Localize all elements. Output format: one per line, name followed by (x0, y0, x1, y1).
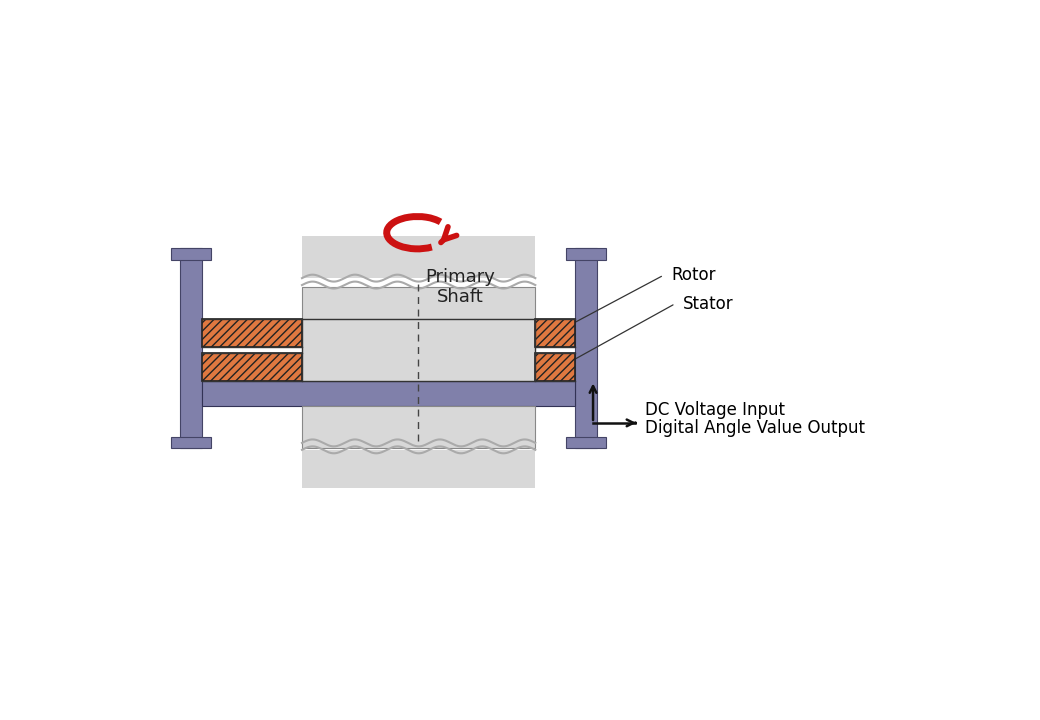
FancyBboxPatch shape (302, 319, 536, 381)
Text: Primary
Shaft: Primary Shaft (425, 268, 495, 307)
FancyBboxPatch shape (302, 450, 536, 488)
FancyBboxPatch shape (180, 248, 202, 449)
FancyBboxPatch shape (302, 287, 536, 319)
FancyBboxPatch shape (566, 437, 606, 449)
Text: DC Voltage Input: DC Voltage Input (645, 401, 784, 419)
FancyBboxPatch shape (202, 319, 302, 346)
Text: Stator: Stator (683, 294, 734, 312)
FancyBboxPatch shape (536, 319, 575, 346)
FancyBboxPatch shape (566, 248, 606, 260)
FancyBboxPatch shape (575, 248, 597, 449)
FancyBboxPatch shape (202, 353, 302, 381)
Text: Rotor: Rotor (672, 266, 717, 284)
Text: Digital Angle Value Output: Digital Angle Value Output (645, 418, 864, 436)
FancyBboxPatch shape (172, 248, 211, 260)
FancyBboxPatch shape (302, 406, 536, 449)
FancyBboxPatch shape (302, 235, 536, 278)
FancyBboxPatch shape (202, 381, 575, 406)
FancyBboxPatch shape (172, 437, 211, 449)
FancyBboxPatch shape (536, 353, 575, 381)
